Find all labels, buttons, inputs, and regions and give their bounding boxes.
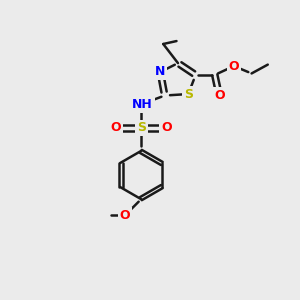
Text: NH: NH (132, 98, 153, 111)
Text: O: O (229, 60, 239, 73)
Text: O: O (111, 122, 122, 134)
Text: O: O (120, 209, 130, 222)
Text: N: N (155, 65, 166, 79)
Text: S: S (184, 88, 193, 100)
Text: S: S (137, 122, 146, 134)
Text: O: O (161, 122, 172, 134)
Text: O: O (214, 89, 224, 102)
